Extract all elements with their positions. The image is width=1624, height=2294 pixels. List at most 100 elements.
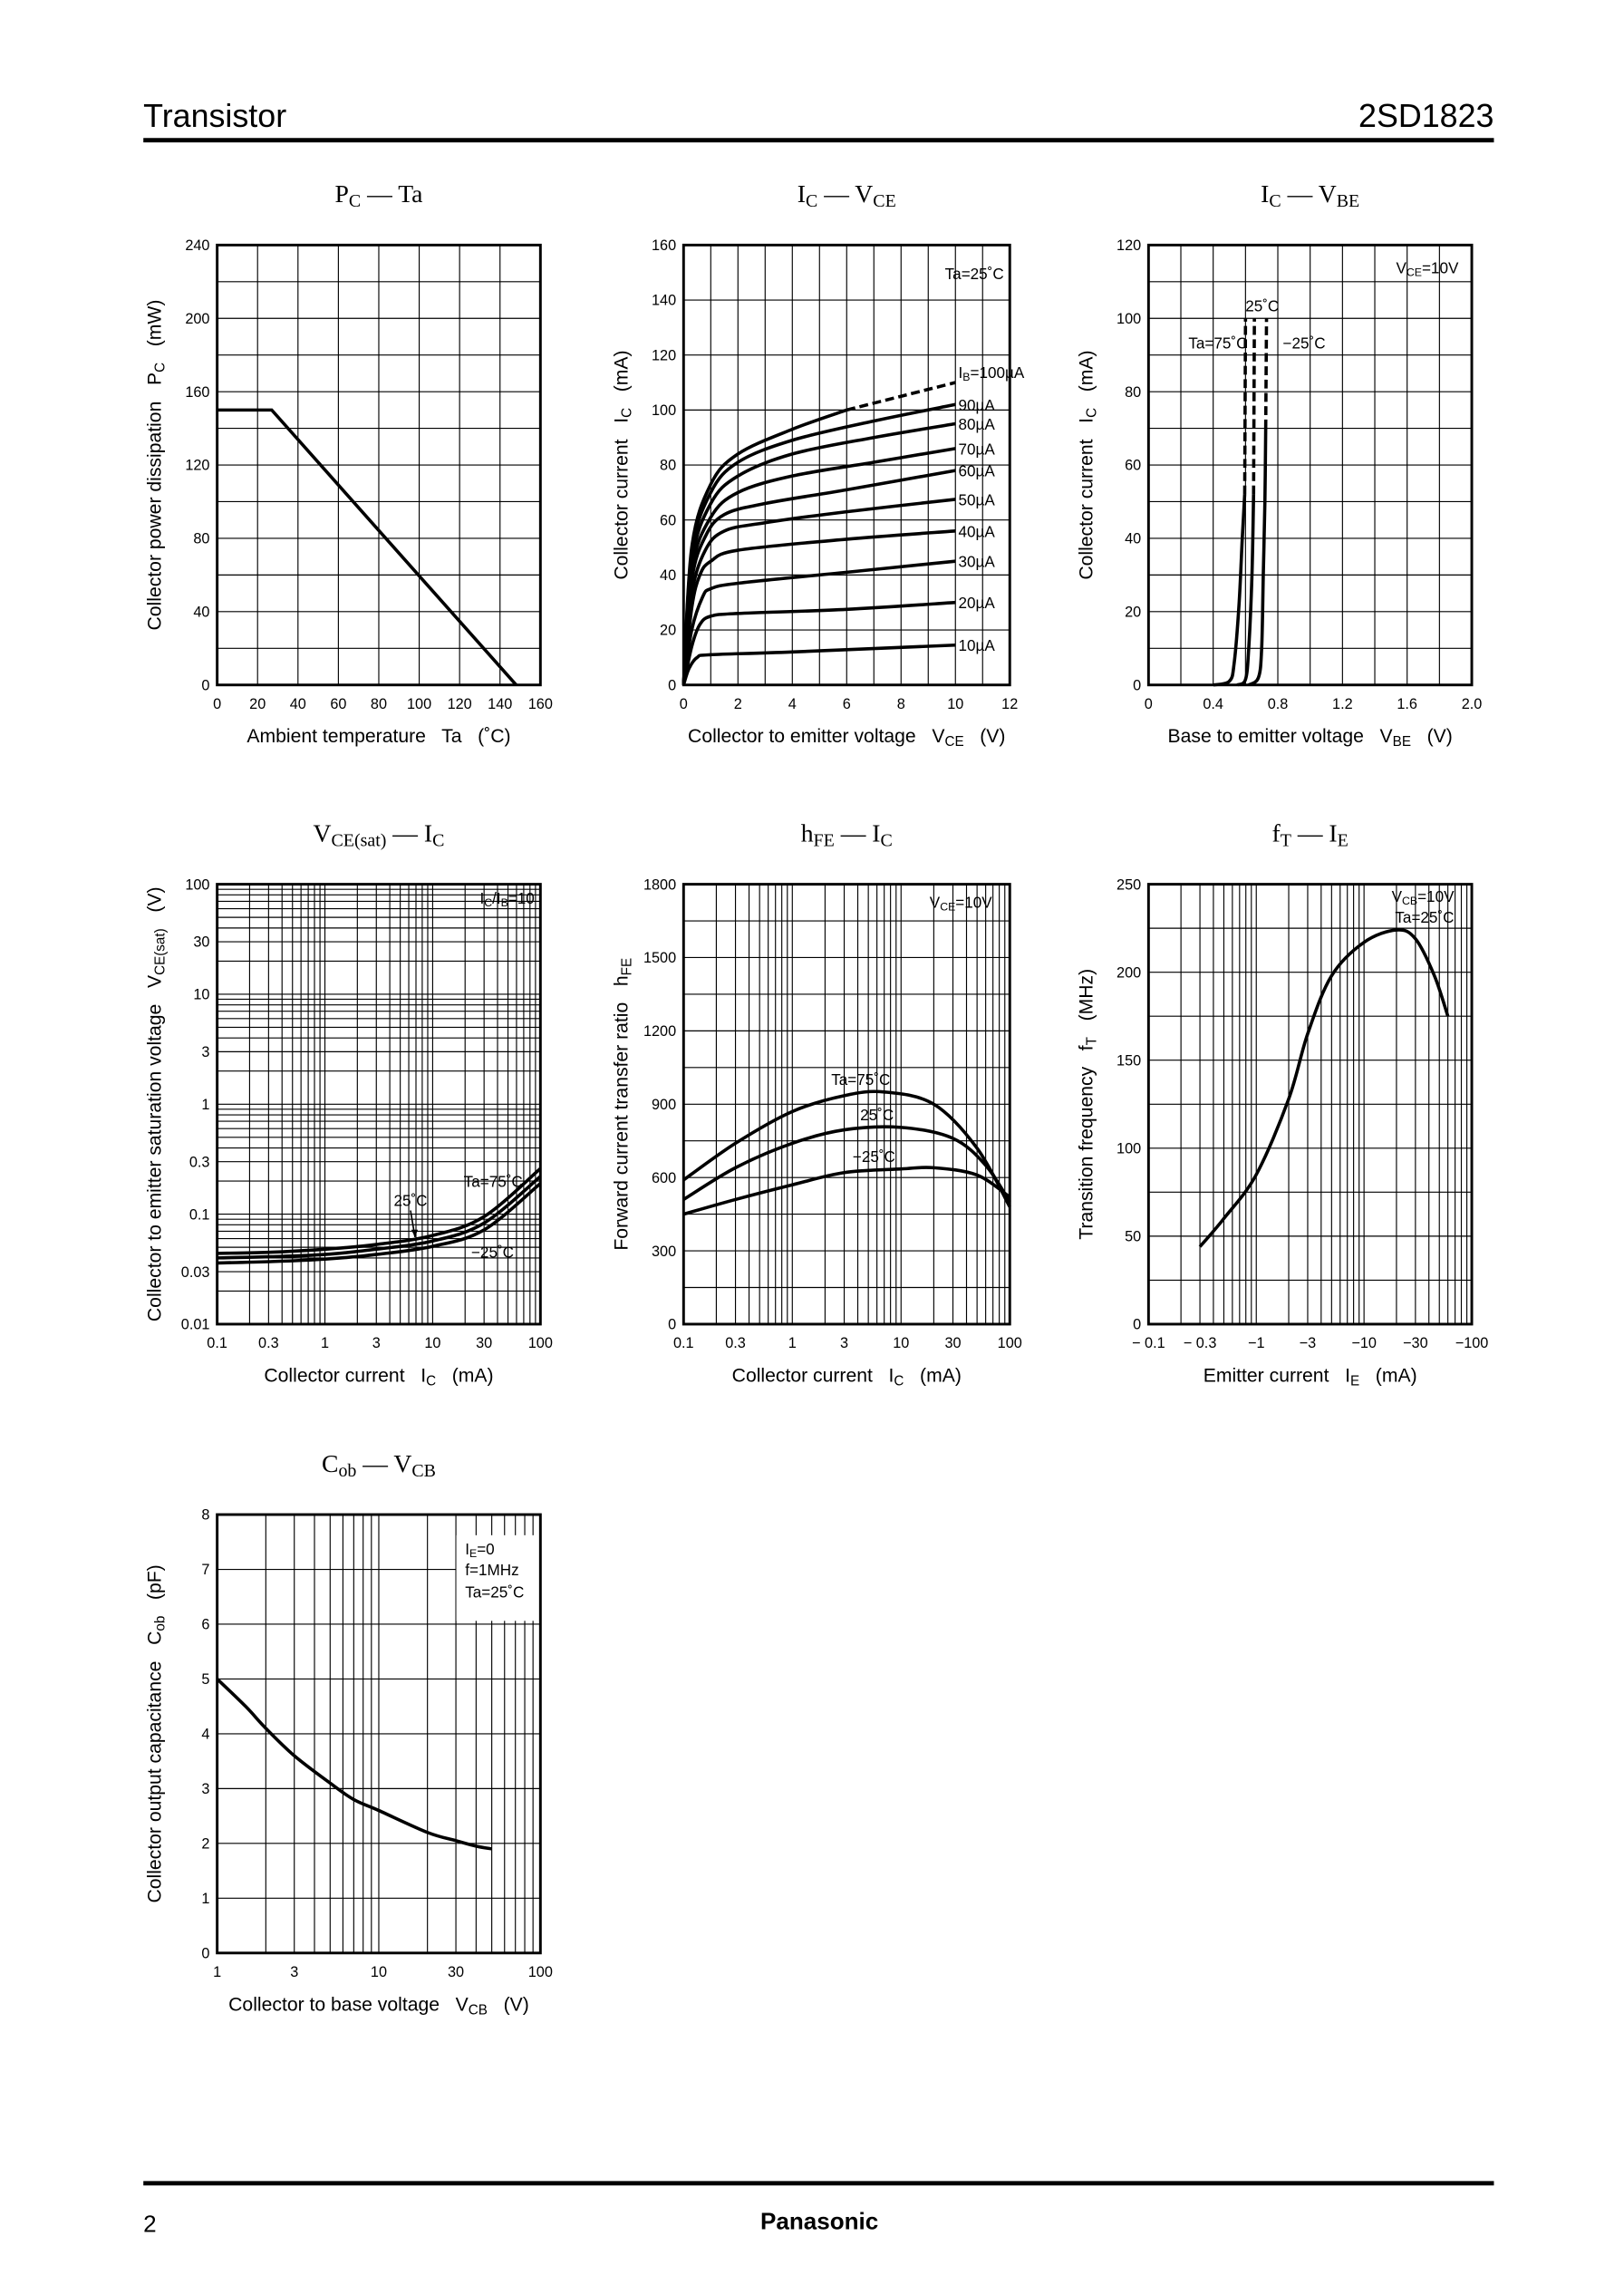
y-tick-label: 150	[1116, 1052, 1141, 1069]
y-tick-label: 2	[201, 1836, 209, 1853]
y-tick-label: 0.3	[189, 1154, 210, 1170]
x-tick-label: −1	[1248, 1335, 1265, 1351]
y-tick-label: 100	[185, 876, 209, 893]
x-tick-label: 140	[488, 696, 512, 712]
series-label: 20µA	[959, 595, 996, 612]
x-tick-label: 0.3	[725, 1335, 746, 1351]
y-tick-label: 240	[185, 237, 209, 254]
y-tick-label: 30	[193, 934, 209, 951]
x-tick-label: 0	[1145, 696, 1153, 712]
plot-frame	[1146, 883, 1474, 1326]
chart-annotation: 25˚C	[393, 1193, 427, 1210]
x-axis-label-part: (V)	[1411, 726, 1453, 747]
x-axis-label: Collector to base voltage VCB (V)	[228, 1994, 529, 2018]
chart-title-part: I	[798, 179, 806, 208]
x-tick-label: 10	[893, 1335, 909, 1351]
y-tick-label: 100	[1116, 311, 1141, 327]
chart-annotation: Ta=75˚C	[1188, 334, 1247, 352]
x-tick-label: 0.1	[673, 1335, 694, 1351]
chart-annotation-part: B	[501, 896, 508, 909]
series-label-part: 60µA	[959, 463, 996, 480]
chart-title-part: — I	[386, 818, 432, 847]
series-label-part: 90µA	[959, 397, 996, 414]
series-label: 80µA	[959, 416, 996, 433]
series-label-part: I	[959, 364, 963, 382]
x-tick-label: 100	[528, 1964, 553, 1980]
y-axis-label-part: (mA)	[611, 350, 632, 407]
x-tick-label: 10	[371, 1964, 387, 1980]
y-tick-label: 0	[201, 677, 209, 693]
chart-title-part: f	[1272, 818, 1281, 847]
chart-annotation-part: =0	[477, 1541, 495, 1558]
x-tick-label: 10	[424, 1335, 440, 1351]
chart-title: VCE(sat) — IC	[314, 818, 445, 850]
y-tick-label: 7	[201, 1562, 209, 1578]
x-axis-label-part: (mA)	[436, 1365, 493, 1386]
y-axis-label-part: C	[152, 363, 168, 373]
x-axis-label-part: (V)	[964, 726, 1006, 747]
x-axis-label: Ambient temperature Ta (˚C)	[246, 726, 510, 747]
series-label-part: B	[962, 371, 970, 383]
chart-annotation-part: f=1MHz	[465, 1562, 518, 1579]
chart-annotation-part: V	[1392, 888, 1403, 905]
series-line-0	[1213, 494, 1247, 687]
y-axis-label: Transition frequency fT (MHz)	[1076, 969, 1099, 1240]
y-tick-label: 100	[652, 402, 676, 419]
chart-annotation-part: Ta=75˚C	[464, 1173, 523, 1190]
series-line-dashed-0	[1242, 318, 1248, 495]
chart-title: PC — Ta	[334, 179, 422, 211]
y-axis-label-part: Transition frequency f	[1076, 1045, 1097, 1240]
chart-annotation: Ta=75˚C	[831, 1071, 890, 1089]
y-tick-label: 8	[201, 1507, 209, 1524]
series-line-2	[1247, 428, 1268, 687]
series-line-7	[682, 559, 956, 685]
y-axis-label-part: Forward current transfer ratio h	[611, 975, 632, 1250]
chart-annotation: Ta=25˚C	[465, 1583, 524, 1601]
chart-annotation-part: −25˚C	[1283, 334, 1326, 352]
plot-frame	[682, 243, 1011, 687]
y-tick-label: 300	[652, 1244, 676, 1260]
chart-title: hFE — IC	[801, 818, 893, 850]
series-line-5	[682, 498, 956, 685]
y-axis-label: Collector current IC (mA)	[611, 350, 634, 579]
x-axis-label-part: CB	[469, 2002, 488, 2018]
series-line-8	[682, 600, 956, 686]
x-axis-label: Base to emitter voltage VBE (V)	[1168, 726, 1453, 750]
chart-annotation-part: V	[930, 895, 941, 912]
series-line-9	[682, 643, 956, 686]
plot-frame	[216, 883, 542, 1326]
chart-annotation-part: I	[479, 890, 484, 907]
y-tick-label: 80	[193, 531, 209, 547]
series-line-dashed-2	[1263, 318, 1269, 429]
series-label: 30µA	[959, 554, 996, 571]
chart-annotation: Ta=25˚C	[1395, 909, 1454, 926]
chart-annotation-part: =10V	[955, 895, 992, 912]
chart-title-part: C	[806, 191, 817, 211]
page-number: 2	[143, 2211, 157, 2238]
x-tick-label: 30	[476, 1335, 492, 1351]
x-tick-label: − 0.3	[1184, 1335, 1217, 1351]
chart-annotation: f=1MHz	[465, 1562, 518, 1579]
y-tick-label: 1500	[643, 950, 676, 966]
x-axis-label: Collector current IC (mA)	[264, 1365, 493, 1389]
y-tick-label: 200	[1116, 964, 1141, 981]
x-axis-label-part: C	[894, 1373, 904, 1389]
x-axis-label-part: Ambient temperature Ta (˚C)	[246, 726, 510, 747]
chart-title: Cob — VCB	[322, 1449, 436, 1481]
series-label: 10µA	[959, 637, 996, 654]
y-tick-label: 3	[201, 1781, 209, 1797]
chart-4: 0.1 0.3 1 3 10 30 1000300600900120015001800hFE…	[611, 818, 1021, 1389]
y-tick-label: 120	[185, 458, 209, 474]
x-axis-label-part: Collector current I	[264, 1365, 426, 1386]
series-label-part: 10µA	[959, 637, 996, 654]
y-tick-label: 1800	[643, 876, 676, 893]
y-tick-label: 40	[660, 567, 676, 584]
charts-area: 0 20 40 60 80 100 120 140 16004080120160200240PC…	[145, 179, 1489, 2018]
x-tick-label: 1.2	[1332, 696, 1353, 712]
series-label-part: 40µA	[959, 523, 996, 540]
x-axis-label-part: Emitter current I	[1204, 1365, 1350, 1386]
x-tick-label: 0	[680, 696, 688, 712]
